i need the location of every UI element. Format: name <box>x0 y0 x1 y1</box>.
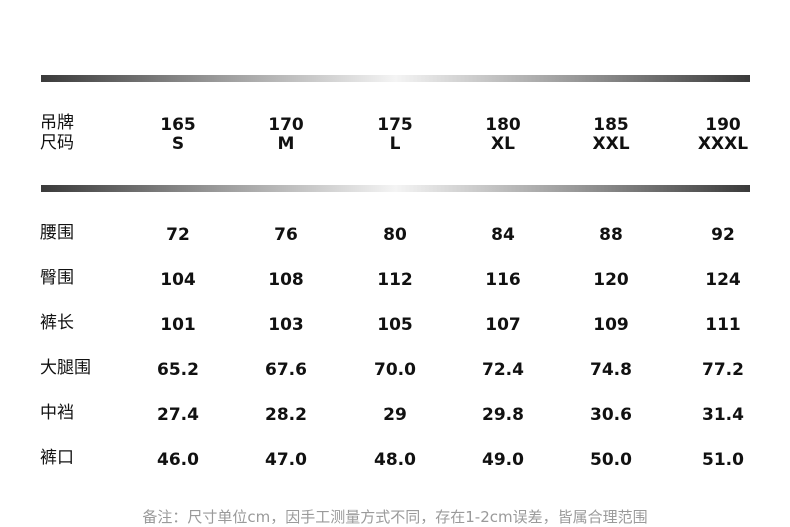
row-label: 中裆 <box>40 403 74 423</box>
cell: 48.0 <box>374 450 416 470</box>
cell: 30.6 <box>590 405 632 425</box>
size-height: 190 <box>705 115 741 135</box>
size-height: 165 <box>160 115 196 135</box>
header-label: 尺码 <box>40 133 74 153</box>
cell: 105 <box>377 315 413 335</box>
cell: 29 <box>383 405 407 425</box>
size-height: 170 <box>268 115 304 135</box>
size-name: M <box>277 134 295 154</box>
row-label: 裤长 <box>40 313 74 333</box>
cell: 101 <box>160 315 196 335</box>
cell: 72 <box>166 225 190 245</box>
divider <box>41 185 750 192</box>
cell: 70.0 <box>374 360 416 380</box>
cell: 72.4 <box>482 360 524 380</box>
cell: 31.4 <box>702 405 744 425</box>
cell: 27.4 <box>157 405 199 425</box>
size-height: 175 <box>377 115 413 135</box>
divider <box>41 75 750 82</box>
cell: 92 <box>711 225 735 245</box>
size-name: XXL <box>592 134 630 154</box>
cell: 109 <box>593 315 629 335</box>
cell: 112 <box>377 270 413 290</box>
size-name: XL <box>491 134 515 154</box>
cell: 88 <box>599 225 623 245</box>
header-label: 吊牌 <box>40 113 74 133</box>
cell: 67.6 <box>265 360 307 380</box>
cell: 80 <box>383 225 407 245</box>
cell: 107 <box>485 315 521 335</box>
cell: 65.2 <box>157 360 199 380</box>
cell: 49.0 <box>482 450 524 470</box>
cell: 84 <box>491 225 515 245</box>
cell: 124 <box>705 270 741 290</box>
size-name: XXXL <box>697 134 749 154</box>
row-label: 腰围 <box>40 223 74 243</box>
cell: 74.8 <box>590 360 632 380</box>
cell: 116 <box>485 270 521 290</box>
row-label: 裤口 <box>40 448 74 468</box>
cell: 108 <box>268 270 304 290</box>
size-name: S <box>171 134 185 154</box>
cell: 46.0 <box>157 450 199 470</box>
cell: 120 <box>593 270 629 290</box>
cell: 47.0 <box>265 450 307 470</box>
row-label: 大腿围 <box>40 358 91 378</box>
cell: 50.0 <box>590 450 632 470</box>
cell: 51.0 <box>702 450 744 470</box>
cell: 104 <box>160 270 196 290</box>
size-name: L <box>389 134 401 154</box>
size-height: 180 <box>485 115 521 135</box>
cell: 77.2 <box>702 360 744 380</box>
cell: 28.2 <box>265 405 307 425</box>
cell: 111 <box>705 315 741 335</box>
cell: 29.8 <box>482 405 524 425</box>
cell: 76 <box>274 225 298 245</box>
row-label: 臀围 <box>40 268 74 288</box>
size-height: 185 <box>593 115 629 135</box>
cell: 103 <box>268 315 304 335</box>
footnote: 备注：尺寸单位cm，因手工测量方式不同，存在1-2cm误差，皆属合理范围 <box>142 508 648 526</box>
